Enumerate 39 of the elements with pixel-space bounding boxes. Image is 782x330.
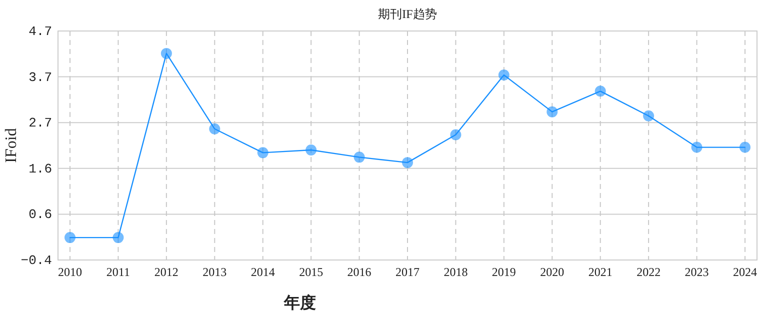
x-tick-label: 2015 [299,265,324,279]
x-tick-label: 2016 [347,265,372,279]
point [257,147,268,158]
y-axis-title: IFoid [3,128,20,163]
point [209,123,220,134]
x-tick-label: 2019 [492,265,516,279]
y-tick-label: −0.4 [20,253,52,268]
point [691,142,702,153]
x-tick-label: 2010 [58,265,82,279]
point [354,152,365,163]
point [306,144,317,156]
x-tick-label: 2011 [106,265,130,279]
x-tick-label: 2023 [684,265,709,279]
x-tick-label: 2022 [636,265,661,279]
point [402,157,413,168]
point [740,142,750,153]
point [498,70,510,81]
x-axis-title: 年度 [283,293,316,312]
y-tick-label: 2.7 [28,116,52,131]
point [450,129,462,140]
point [160,48,172,59]
point [112,232,124,244]
x-tick-label: 2012 [154,265,178,279]
point [64,232,76,244]
y-tick-label: 1.6 [28,161,52,176]
point [594,86,606,97]
x-tick-label: 2020 [540,265,564,279]
x-tick-label: 2017 [396,265,420,279]
x-tick-label: 2013 [202,265,227,279]
x-tick-label: 2021 [588,265,612,279]
x-tick-label: 2014 [250,265,275,279]
point [643,110,654,122]
y-tick-label: 0.6 [28,207,52,222]
chart-title: 期刊IF趋势 [378,7,437,21]
y-tick-label: 3.7 [28,70,52,85]
y-tick-label: 4.7 [28,24,52,39]
point [546,106,558,118]
x-tick-label: 2018 [444,265,468,279]
x-tick-label: 2024 [733,265,757,279]
